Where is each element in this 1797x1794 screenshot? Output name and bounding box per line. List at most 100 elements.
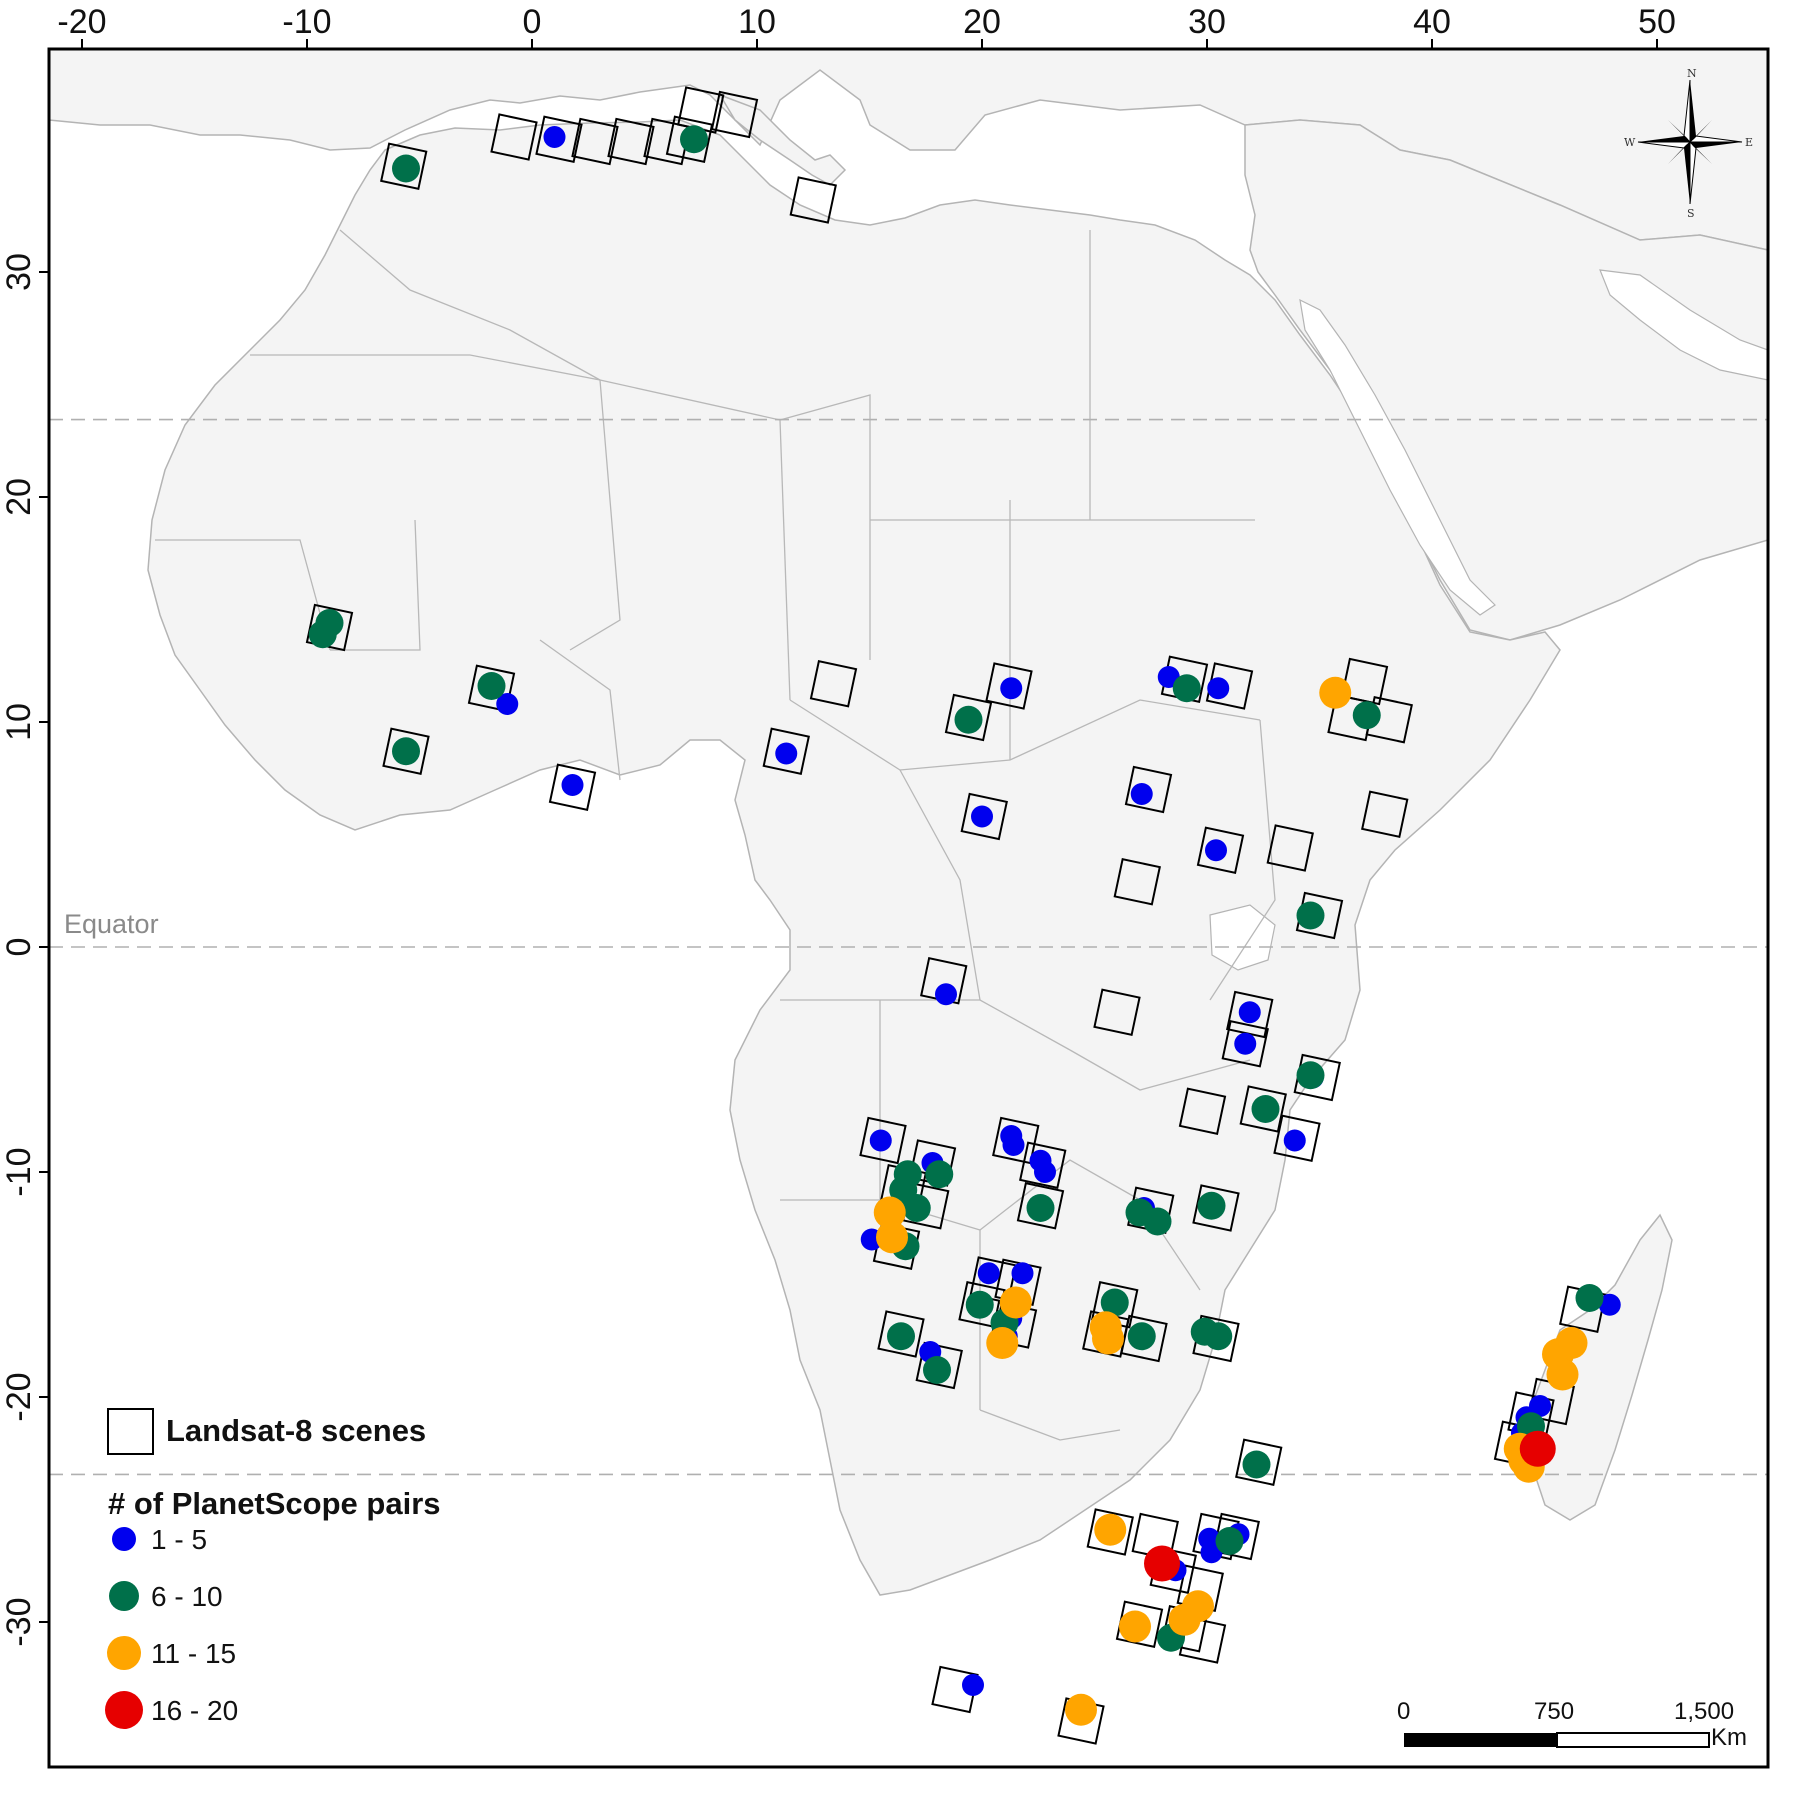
planetscope-point — [876, 1221, 908, 1254]
water-gulf — [1599, 269, 1768, 381]
compass-w: W — [1624, 136, 1636, 149]
planetscope-point — [1204, 1322, 1233, 1351]
landsat-scene — [1120, 1314, 1168, 1363]
planetscope-point — [392, 737, 420, 766]
planetscope-point — [1002, 1134, 1025, 1156]
planetscope-point — [954, 705, 983, 734]
legend-scenes-label: Landsat-8 scenes — [166, 1413, 426, 1448]
landsat-scene — [1019, 1141, 1067, 1189]
equator-label: Equator — [64, 909, 159, 939]
planetscope-point — [1352, 701, 1381, 730]
planetscope-point — [1234, 1032, 1257, 1055]
planetscope-point — [1000, 677, 1023, 700]
planetscope-point — [1144, 1545, 1180, 1582]
planetscope-point — [902, 1194, 931, 1222]
scale-bar-dark — [1404, 1733, 1557, 1747]
landsat-scene — [571, 117, 619, 166]
landsat-scene — [1192, 1184, 1240, 1232]
compass-n: N — [1687, 67, 1697, 80]
planetscope-point — [1168, 1603, 1201, 1636]
lat-tick-label: 20 — [0, 478, 38, 516]
water-lake-victoria — [1209, 904, 1276, 971]
planetscope-point — [887, 1322, 915, 1351]
landsat-scene — [1016, 1182, 1065, 1230]
planetscope-point — [1319, 676, 1352, 709]
landsat-scene — [789, 176, 837, 224]
scale-unit: Km — [1711, 1724, 1747, 1751]
landsat-scene — [1178, 1087, 1227, 1135]
landsat-scene — [1124, 765, 1173, 814]
planetscope-point — [1011, 1262, 1034, 1285]
lat-tick-label: 10 — [0, 703, 38, 741]
landsat-scene — [665, 115, 714, 163]
compass-s: S — [1687, 207, 1695, 220]
lon-tick-label: 20 — [963, 3, 1001, 41]
planetscope-point — [1296, 1061, 1325, 1090]
lon-tick-label: 10 — [738, 3, 776, 41]
legend-class-label: 16 - 20 — [151, 1695, 238, 1726]
planetscope-point — [680, 125, 708, 154]
planetscope-point — [1143, 1207, 1172, 1236]
planetscope-point — [1519, 1430, 1556, 1467]
lat-tick-label: -20 — [0, 1372, 38, 1421]
lat-tick-label: -10 — [0, 1147, 38, 1196]
lat-tick-label: 0 — [0, 938, 38, 957]
landsat-scene — [1196, 826, 1245, 874]
country-borders — [155, 229, 1276, 1441]
landsat-scene — [958, 1281, 1006, 1329]
scale-label-1500: 1,500 — [1674, 1698, 1734, 1725]
legend-scene-swatch — [107, 1408, 154, 1455]
basemap — [49, 49, 1768, 1745]
landsat-scene — [1235, 1438, 1283, 1486]
planetscope-point — [1119, 1610, 1151, 1643]
compass-e: E — [1745, 136, 1753, 149]
landsat-scene — [915, 1341, 963, 1390]
landsat-scene — [382, 727, 430, 775]
planetscope-point — [392, 154, 420, 183]
legend-swatch-0 — [112, 1527, 136, 1551]
landsat-scene — [1361, 790, 1409, 838]
lon-tick-label: 40 — [1413, 3, 1451, 41]
compass-star-icon — [1637, 79, 1743, 205]
landsat-scene — [535, 115, 583, 163]
planetscope-point — [869, 1129, 892, 1152]
planetscope-point — [971, 805, 993, 828]
land-madagascar — [1529, 1213, 1673, 1521]
landsat-scene — [1266, 824, 1314, 872]
landsat-scene — [548, 763, 597, 811]
planetscope-point — [1283, 1129, 1306, 1152]
planetscope-point — [1127, 1322, 1156, 1351]
planetscope-point — [543, 126, 566, 148]
planetscope-point — [1555, 1327, 1588, 1359]
planetscope-point — [1172, 674, 1201, 703]
scale-label-750: 750 — [1534, 1698, 1574, 1725]
landsat-scene — [1239, 1085, 1287, 1133]
planetscope-point — [775, 742, 798, 765]
planetscope-point — [1065, 1693, 1097, 1726]
landsat-scene — [944, 693, 993, 742]
planetscope-point — [1034, 1161, 1056, 1183]
lat-tick-label: 30 — [0, 253, 38, 291]
landsat-scene — [1221, 1020, 1269, 1068]
lon-tick-label: 50 — [1638, 3, 1676, 41]
planetscope-point — [1100, 1288, 1129, 1317]
landsat-scene — [1093, 988, 1141, 1036]
planetscope-point — [308, 620, 337, 649]
planetscope-point — [1242, 1450, 1271, 1479]
lat-tick-label: -30 — [0, 1597, 38, 1646]
planetscope-point — [923, 1356, 951, 1384]
planetscope-point — [1546, 1358, 1579, 1391]
planetscope-point — [1205, 839, 1227, 862]
planetscope-points-layer — [308, 125, 1621, 1726]
planetscope-point — [1094, 1513, 1127, 1546]
planetscope-point — [1598, 1293, 1621, 1316]
planetscope-point — [935, 983, 957, 1006]
planetscope-point — [977, 1262, 1000, 1285]
landsat-scene — [607, 117, 655, 166]
legend-pairs-title: # of PlanetScope pairs — [108, 1486, 441, 1521]
legend-class-label: 11 - 15 — [151, 1638, 236, 1669]
planetscope-point — [1575, 1284, 1604, 1312]
landsat-scene — [467, 664, 516, 712]
